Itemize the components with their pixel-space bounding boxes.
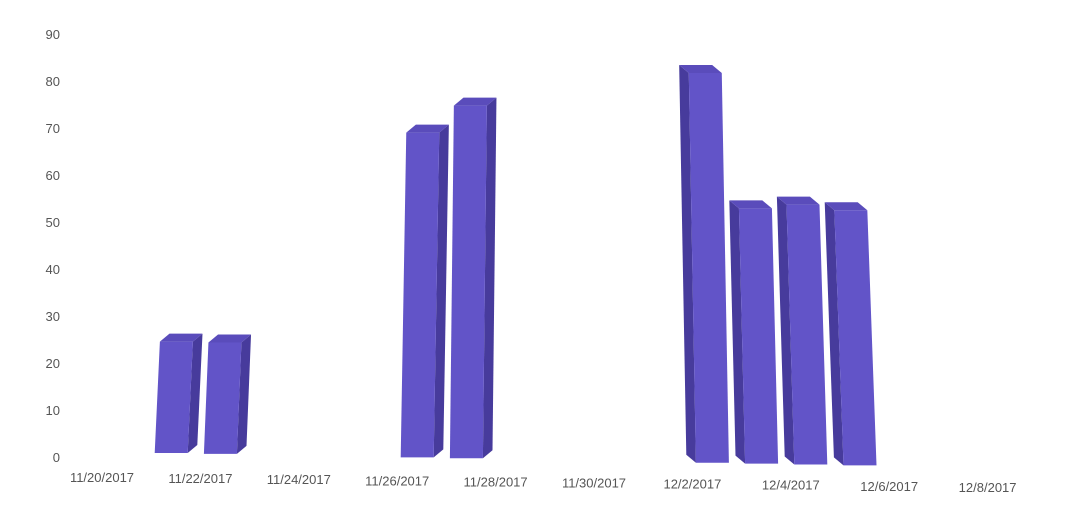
y-tick-label: 0 (53, 450, 60, 465)
bar-side (482, 97, 497, 459)
bar-side (776, 196, 795, 465)
bar-front (834, 210, 877, 466)
bar (776, 196, 828, 465)
bar-top (776, 196, 820, 205)
x-tick-label: 12/2/2017 (663, 477, 721, 492)
bar-front (203, 342, 242, 454)
bar (824, 202, 877, 466)
bar-side (729, 200, 746, 464)
bars (154, 64, 877, 466)
y-tick-label: 50 (46, 215, 60, 230)
x-tick-label: 11/20/2017 (70, 470, 134, 485)
bar-top (824, 202, 868, 211)
x-tick-label: 11/26/2017 (365, 473, 429, 488)
bar-front (786, 204, 828, 465)
bar (203, 334, 252, 454)
bar-top (729, 200, 772, 209)
y-tick-label: 40 (46, 262, 60, 277)
bar (154, 333, 203, 453)
x-tick-label: 12/4/2017 (762, 478, 820, 493)
x-axis: 11/20/2017 11/22/2017 11/24/2017 11/26/2017… (70, 470, 1017, 495)
y-tick-label: 60 (46, 168, 60, 183)
x-tick-label: 11/24/2017 (267, 472, 331, 487)
bar (679, 64, 729, 463)
bar-front (738, 208, 779, 464)
bar-side (187, 333, 203, 453)
bar-front (400, 132, 440, 458)
bar-top (406, 124, 449, 133)
y-tick-label: 20 (46, 356, 60, 371)
bar-front (154, 341, 193, 453)
x-tick-label: 11/22/2017 (168, 471, 232, 486)
bar-top (208, 334, 252, 343)
bar (449, 97, 497, 459)
x-tick-label: 12/8/2017 (959, 480, 1017, 495)
y-tick-label: 30 (46, 309, 60, 324)
bar-side (824, 202, 844, 466)
bar (400, 124, 449, 458)
bar-front (688, 72, 729, 463)
bar-top (453, 97, 497, 106)
bar-front (449, 105, 487, 459)
bar-side (433, 124, 449, 458)
y-axis: 0 10 20 30 40 50 60 70 80 90 (46, 27, 60, 465)
y-tick-label: 70 (46, 121, 60, 136)
bar-top (679, 64, 722, 73)
bar-side (236, 334, 252, 454)
bar (729, 200, 779, 464)
x-tick-label: 12/6/2017 (860, 479, 918, 494)
bar-side (679, 64, 696, 463)
y-tick-label: 90 (46, 27, 60, 42)
bar-top (159, 333, 203, 342)
x-tick-label: 11/30/2017 (562, 476, 626, 491)
x-tick-label: 11/28/2017 (464, 474, 528, 489)
y-tick-label: 80 (46, 74, 60, 89)
y-tick-label: 10 (46, 403, 60, 418)
